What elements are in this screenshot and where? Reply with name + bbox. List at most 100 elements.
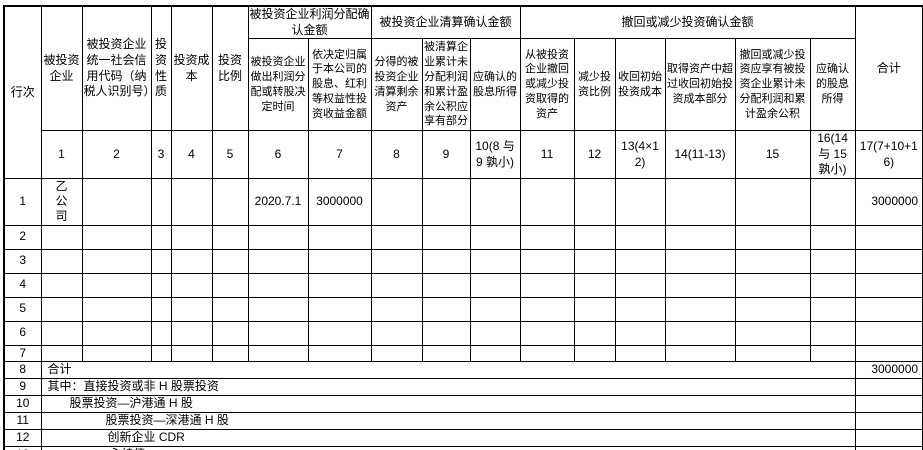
table-cell bbox=[307, 344, 372, 363]
table-cell bbox=[664, 320, 736, 346]
table-cell bbox=[211, 272, 249, 298]
table-cell bbox=[614, 177, 666, 226]
table-cell bbox=[469, 344, 521, 363]
table-cell bbox=[519, 177, 575, 226]
table-cell bbox=[854, 446, 923, 450]
line-number: 9 bbox=[3, 378, 42, 397]
table-cell bbox=[247, 272, 309, 298]
table-cell bbox=[421, 296, 471, 322]
table-cell bbox=[81, 272, 152, 298]
col-number-10: 10(8 与 9 孰小) bbox=[469, 130, 521, 179]
col-number-13: 13(4×12) bbox=[614, 130, 666, 179]
table-cell bbox=[211, 177, 249, 226]
table-cell bbox=[519, 248, 575, 274]
summary-row-total: 8 合计 3000000 bbox=[3, 361, 923, 380]
table-cell bbox=[854, 412, 923, 431]
data-row-2: 2 bbox=[3, 224, 923, 250]
cell-decision-date: 2020.7.1 bbox=[247, 177, 309, 226]
table-cell bbox=[734, 320, 811, 346]
summary-row-direct-investment: 9 其中：直接投资或非 H 股票投资 bbox=[3, 378, 923, 397]
col-number-15: 15 bbox=[734, 130, 811, 179]
col-header-9: 被清算企业累计未分配利润和累计盈余公积应享有部分 bbox=[421, 38, 471, 132]
table-cell bbox=[809, 248, 856, 274]
col-number-7: 7 bbox=[307, 130, 372, 179]
table-cell bbox=[81, 177, 152, 226]
col-number-3: 3 bbox=[150, 130, 172, 179]
line-number: 3 bbox=[3, 248, 42, 274]
table-cell bbox=[40, 296, 83, 322]
table-cell bbox=[370, 248, 423, 274]
row-axis-header: 行次 bbox=[3, 5, 42, 179]
table-cell bbox=[614, 344, 666, 363]
table-cell bbox=[854, 320, 923, 346]
data-row-1: 1 乙公司 2020.7.1 3000000 3000000 bbox=[3, 177, 923, 226]
table-cell bbox=[664, 248, 736, 274]
table-cell bbox=[469, 272, 521, 298]
table-cell bbox=[40, 248, 83, 274]
table-cell bbox=[150, 224, 172, 250]
col-header-10: 应确认的股息所得 bbox=[469, 38, 521, 132]
table-cell bbox=[247, 248, 309, 274]
table-cell bbox=[307, 272, 372, 298]
table-cell bbox=[734, 224, 811, 250]
col-header-14: 取得资产中超过收回初始投资成本部分 bbox=[664, 38, 736, 132]
table-cell bbox=[247, 224, 309, 250]
table-cell bbox=[573, 344, 616, 363]
data-row-4: 4 bbox=[3, 272, 923, 298]
data-row-6: 6 bbox=[3, 320, 923, 346]
table-cell bbox=[40, 272, 83, 298]
table-cell bbox=[81, 224, 152, 250]
line-number: 13 bbox=[3, 446, 42, 450]
table-cell bbox=[664, 344, 736, 363]
table-cell bbox=[421, 272, 471, 298]
table-cell bbox=[734, 248, 811, 274]
data-row-7: 7 bbox=[3, 344, 923, 363]
table-cell bbox=[573, 320, 616, 346]
col-number-11: 11 bbox=[519, 130, 575, 179]
table-cell bbox=[809, 272, 856, 298]
col-number-14: 14(11-13) bbox=[664, 130, 736, 179]
col-header-8: 分得的被投资企业清算剩余资产 bbox=[370, 38, 423, 132]
summary-row-shenzhen-hk: 11 股票投资—深港通 H 股 bbox=[3, 412, 923, 431]
table-cell bbox=[469, 320, 521, 346]
table-cell bbox=[81, 296, 152, 322]
table-cell bbox=[519, 296, 575, 322]
line-number: 5 bbox=[3, 296, 42, 322]
table-cell bbox=[854, 378, 923, 397]
col-number-12: 12 bbox=[573, 130, 616, 179]
group-header-row: 行次 被投资企业 被投资企业统一社会信用代码（纳税人识别号） 投资性质 投资成本… bbox=[3, 5, 923, 179]
group-header-withdrawal: 撤回或减少投资确认金额 bbox=[519, 5, 856, 40]
table-cell bbox=[307, 320, 372, 346]
table-cell bbox=[664, 224, 736, 250]
col-header-7: 依决定归属于本公司的股息、红利等权益性投资收益金额 bbox=[307, 38, 372, 132]
table-cell bbox=[854, 224, 923, 250]
table-cell bbox=[664, 272, 736, 298]
table-cell bbox=[40, 320, 83, 346]
table-cell bbox=[307, 296, 372, 322]
table-cell bbox=[370, 177, 423, 226]
table-cell bbox=[370, 272, 423, 298]
table-cell bbox=[247, 296, 309, 322]
col-number-1: 1 bbox=[40, 130, 83, 179]
col-number-4: 4 bbox=[170, 130, 213, 179]
table-cell bbox=[150, 344, 172, 363]
col-header-4: 投资成本 bbox=[170, 5, 213, 132]
line-number: 4 bbox=[3, 272, 42, 298]
table-cell bbox=[519, 272, 575, 298]
table-cell bbox=[519, 344, 575, 363]
group-header-profit-distribution: 被投资企业利润分配确认金额 bbox=[247, 5, 372, 40]
col-number-9: 9 bbox=[421, 130, 471, 179]
table-cell bbox=[809, 320, 856, 346]
table-cell bbox=[809, 296, 856, 322]
table-cell bbox=[421, 224, 471, 250]
table-cell bbox=[854, 248, 923, 274]
table-cell bbox=[519, 320, 575, 346]
table-cell bbox=[421, 320, 471, 346]
table-cell bbox=[469, 177, 521, 226]
table-cell bbox=[370, 296, 423, 322]
col-header-2: 被投资企业统一社会信用代码（纳税人识别号） bbox=[81, 5, 152, 132]
table-cell bbox=[211, 296, 249, 322]
table-cell bbox=[573, 224, 616, 250]
table-cell bbox=[573, 272, 616, 298]
table-cell bbox=[307, 248, 372, 274]
